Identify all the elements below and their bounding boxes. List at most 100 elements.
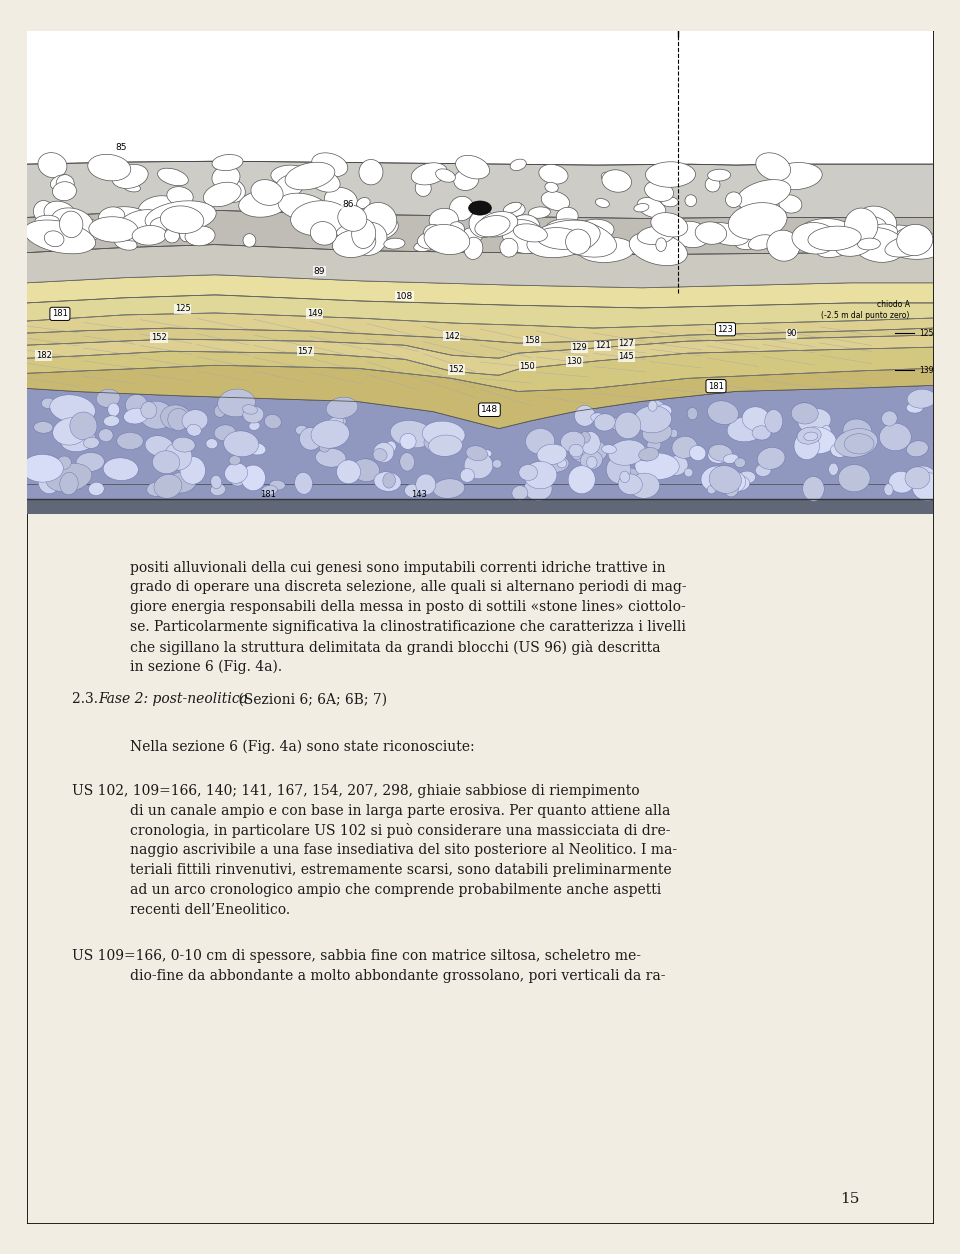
Polygon shape — [27, 295, 933, 329]
Ellipse shape — [326, 398, 358, 419]
Ellipse shape — [229, 455, 241, 465]
Ellipse shape — [160, 405, 191, 430]
Ellipse shape — [540, 455, 569, 473]
Ellipse shape — [374, 472, 401, 492]
Ellipse shape — [295, 473, 313, 494]
Ellipse shape — [373, 449, 387, 461]
Ellipse shape — [629, 473, 660, 498]
Ellipse shape — [60, 211, 83, 237]
Text: di un canale ampio e con base in larga parte erosiva. Per quanto attiene alla: di un canale ampio e con base in larga p… — [130, 804, 670, 818]
Ellipse shape — [218, 178, 246, 202]
Ellipse shape — [261, 485, 277, 495]
Ellipse shape — [838, 465, 870, 492]
Ellipse shape — [96, 389, 120, 408]
Ellipse shape — [672, 436, 697, 458]
Ellipse shape — [884, 484, 893, 495]
Ellipse shape — [569, 444, 583, 456]
Ellipse shape — [565, 229, 590, 255]
Ellipse shape — [492, 459, 502, 468]
Ellipse shape — [647, 232, 661, 246]
Ellipse shape — [167, 472, 197, 493]
Polygon shape — [27, 314, 933, 344]
Ellipse shape — [338, 206, 367, 231]
Polygon shape — [27, 275, 933, 308]
Polygon shape — [27, 245, 933, 288]
Ellipse shape — [454, 169, 479, 191]
Ellipse shape — [330, 416, 347, 426]
Ellipse shape — [580, 431, 590, 443]
Ellipse shape — [845, 208, 877, 243]
Bar — [27, 497, 933, 514]
Ellipse shape — [214, 425, 236, 441]
Ellipse shape — [300, 428, 322, 450]
Ellipse shape — [428, 435, 463, 456]
Polygon shape — [27, 365, 933, 429]
Ellipse shape — [351, 219, 375, 248]
Ellipse shape — [464, 453, 493, 479]
Ellipse shape — [791, 403, 818, 424]
Ellipse shape — [701, 466, 732, 492]
Ellipse shape — [802, 424, 829, 444]
Ellipse shape — [449, 222, 465, 236]
Ellipse shape — [703, 222, 749, 246]
Text: 2.3.: 2.3. — [72, 692, 103, 706]
Ellipse shape — [423, 224, 443, 241]
Text: positi alluvionali della cui genesi sono imputabili correnti idriche trattive in: positi alluvionali della cui genesi sono… — [130, 561, 665, 574]
Ellipse shape — [723, 454, 738, 464]
Ellipse shape — [730, 221, 748, 233]
Ellipse shape — [661, 197, 679, 207]
Ellipse shape — [275, 174, 304, 198]
Ellipse shape — [328, 416, 344, 426]
Ellipse shape — [308, 216, 330, 227]
Ellipse shape — [576, 219, 614, 241]
Ellipse shape — [634, 406, 672, 433]
Ellipse shape — [44, 231, 64, 247]
Ellipse shape — [645, 162, 696, 187]
Ellipse shape — [524, 461, 557, 489]
Ellipse shape — [735, 234, 763, 250]
Ellipse shape — [834, 429, 877, 458]
Ellipse shape — [243, 405, 257, 414]
Text: Fase 2: post-neolitica: Fase 2: post-neolitica — [98, 692, 248, 706]
Ellipse shape — [503, 202, 521, 213]
Ellipse shape — [104, 458, 138, 480]
Ellipse shape — [356, 198, 371, 208]
Ellipse shape — [568, 465, 595, 494]
Ellipse shape — [44, 201, 77, 227]
Ellipse shape — [689, 445, 706, 460]
Ellipse shape — [386, 441, 396, 453]
Ellipse shape — [384, 238, 405, 250]
Ellipse shape — [429, 208, 458, 231]
Ellipse shape — [104, 207, 152, 231]
Ellipse shape — [799, 218, 854, 246]
Ellipse shape — [709, 465, 741, 493]
Ellipse shape — [651, 213, 687, 237]
Ellipse shape — [618, 474, 642, 494]
Text: Nella sezione 6 (Fig. 4a) sono state riconosciute:: Nella sezione 6 (Fig. 4a) sono state ric… — [130, 740, 474, 754]
Text: 181: 181 — [259, 489, 276, 499]
Text: giore energia responsabili della messa in posto di sottili «stone lines» ciottol: giore energia responsabili della messa i… — [130, 601, 685, 614]
Text: recenti dell’Eneolitico.: recenti dell’Eneolitico. — [130, 903, 290, 917]
Ellipse shape — [46, 463, 92, 492]
Ellipse shape — [665, 455, 688, 475]
Ellipse shape — [634, 203, 649, 212]
Ellipse shape — [462, 228, 483, 242]
Ellipse shape — [51, 208, 94, 237]
Polygon shape — [27, 385, 933, 484]
Ellipse shape — [449, 197, 474, 221]
Text: 127: 127 — [618, 340, 635, 349]
Ellipse shape — [204, 182, 241, 207]
Ellipse shape — [336, 223, 364, 237]
Text: 157: 157 — [298, 346, 313, 356]
Ellipse shape — [464, 237, 483, 260]
Text: 143: 143 — [411, 489, 426, 499]
Ellipse shape — [749, 234, 775, 251]
Ellipse shape — [116, 209, 165, 241]
Ellipse shape — [868, 224, 898, 240]
Text: 108: 108 — [396, 292, 413, 301]
Ellipse shape — [34, 201, 54, 222]
Ellipse shape — [756, 464, 771, 477]
Ellipse shape — [319, 443, 329, 453]
Ellipse shape — [608, 440, 646, 465]
Ellipse shape — [126, 395, 148, 415]
